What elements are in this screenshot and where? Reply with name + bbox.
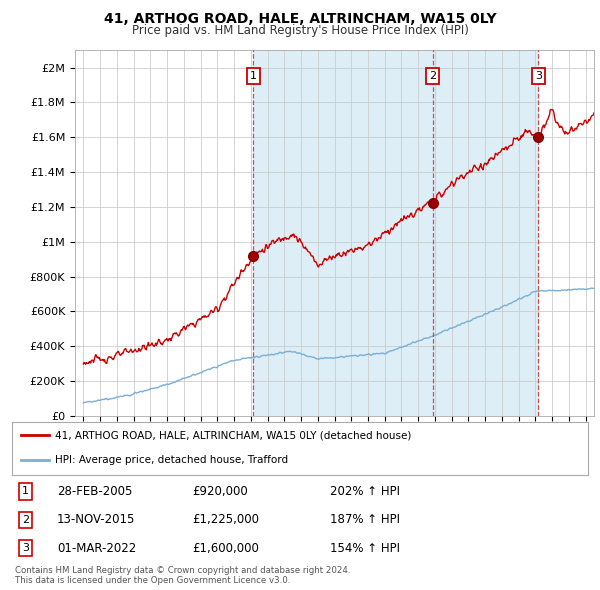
Text: £920,000: £920,000 — [192, 485, 248, 498]
Text: Price paid vs. HM Land Registry's House Price Index (HPI): Price paid vs. HM Land Registry's House … — [131, 24, 469, 37]
Bar — [433, 50, 538, 416]
Text: 1: 1 — [250, 71, 257, 81]
Text: 3: 3 — [22, 543, 29, 553]
Text: 1: 1 — [22, 487, 29, 496]
Text: 13-NOV-2015: 13-NOV-2015 — [57, 513, 136, 526]
Text: HPI: Average price, detached house, Trafford: HPI: Average price, detached house, Traf… — [55, 455, 289, 465]
Text: 154% ↑ HPI: 154% ↑ HPI — [330, 542, 400, 555]
Text: Contains HM Land Registry data © Crown copyright and database right 2024.
This d: Contains HM Land Registry data © Crown c… — [15, 566, 350, 585]
Text: 3: 3 — [535, 71, 542, 81]
Text: 41, ARTHOG ROAD, HALE, ALTRINCHAM, WA15 0LY (detached house): 41, ARTHOG ROAD, HALE, ALTRINCHAM, WA15 … — [55, 430, 412, 440]
Text: 2: 2 — [22, 515, 29, 525]
Text: 187% ↑ HPI: 187% ↑ HPI — [330, 513, 400, 526]
Text: 01-MAR-2022: 01-MAR-2022 — [57, 542, 136, 555]
Text: £1,225,000: £1,225,000 — [192, 513, 259, 526]
Bar — [253, 50, 433, 416]
Text: 41, ARTHOG ROAD, HALE, ALTRINCHAM, WA15 0LY: 41, ARTHOG ROAD, HALE, ALTRINCHAM, WA15 … — [104, 12, 496, 26]
Text: 202% ↑ HPI: 202% ↑ HPI — [330, 485, 400, 498]
Text: 2: 2 — [429, 71, 436, 81]
Text: 28-FEB-2005: 28-FEB-2005 — [57, 485, 133, 498]
Text: £1,600,000: £1,600,000 — [192, 542, 259, 555]
